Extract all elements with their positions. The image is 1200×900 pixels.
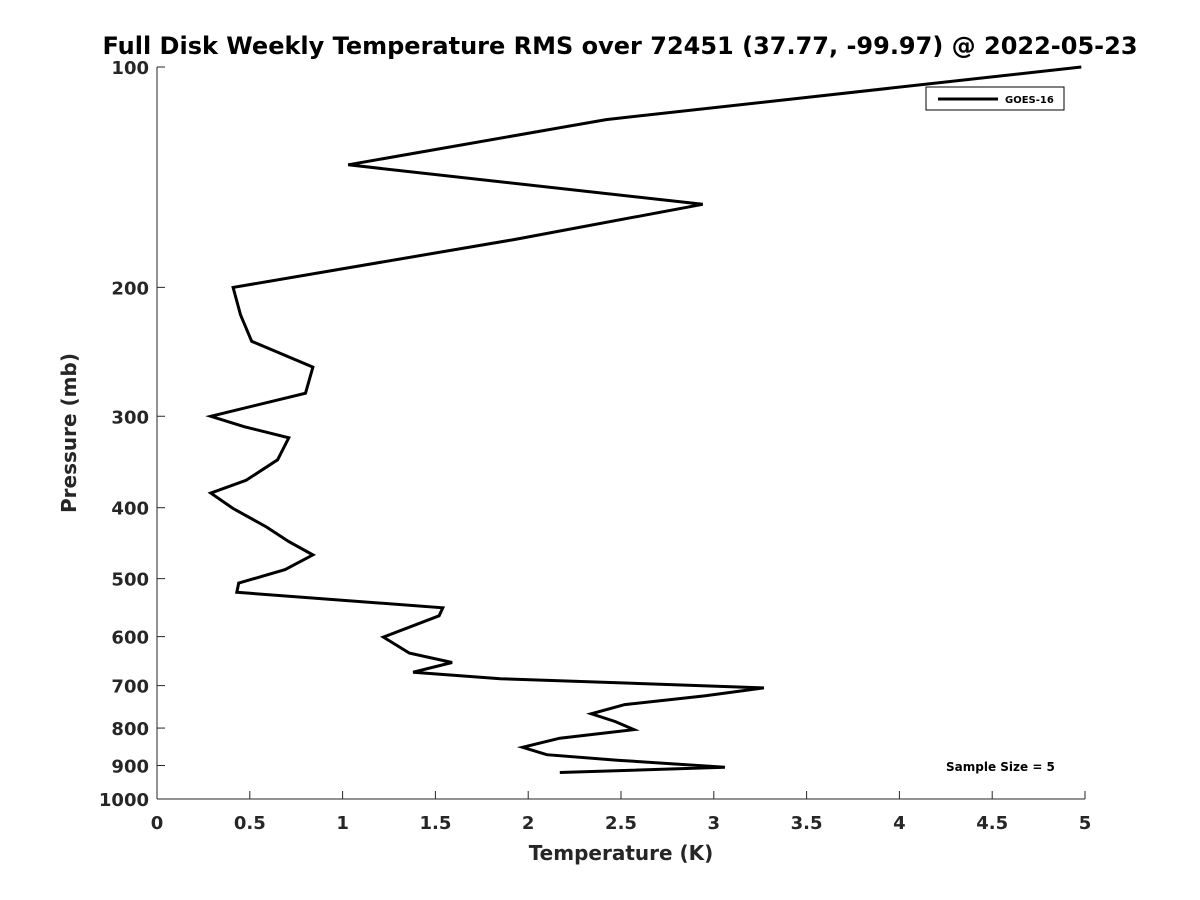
x-tick-label: 2.5 [605,813,637,834]
y-tick-label: 500 [111,570,149,591]
y-tick-label: 400 [111,499,149,520]
y-tick-label: 800 [111,719,149,740]
sample-size-annotation: Sample Size = 5 [946,760,1055,774]
x-tick-label: 4.5 [976,813,1008,834]
x-tick-label: 0 [151,813,164,834]
y-tick-label: 200 [111,278,149,299]
x-tick-label: 3.5 [791,813,823,834]
y-axis-label: Pressure (mb) [57,353,81,513]
x-tick-label: 5 [1079,813,1092,834]
legend: GOES-16 [925,86,1065,111]
legend-label: GOES-16 [1005,95,1054,106]
x-tick-label: 1.5 [419,813,451,834]
y-tick-label: 300 [111,407,149,428]
chart-title: Full Disk Weekly Temperature RMS over 72… [102,32,1137,60]
x-tick-label: 3 [708,813,721,834]
x-tick-label: 4 [893,813,906,834]
x-tick-label: 2 [522,813,535,834]
x-tick-label: 1 [336,813,349,834]
series-line-goes-16 [205,65,1082,774]
y-tick-label: 1000 [99,790,149,811]
y-tick-label: 600 [111,628,149,649]
y-tick-label: 900 [111,757,149,778]
x-axis-label: Temperature (K) [529,841,714,865]
x-tick-label: 0.5 [234,813,266,834]
y-tick-label: 700 [111,677,149,698]
plot-area [157,67,1085,799]
y-tick-label: 100 [111,58,149,79]
